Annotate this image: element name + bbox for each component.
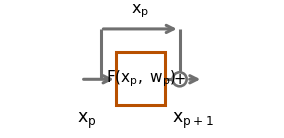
Text: $\mathrm{x_p}$: $\mathrm{x_p}$ [131,2,149,20]
FancyBboxPatch shape [116,52,165,105]
Text: $\mathrm{x_p}$: $\mathrm{x_p}$ [78,111,97,131]
Text: $\mathrm{F(x_p,\ w_p)}$: $\mathrm{F(x_p,\ w_p)}$ [106,68,176,89]
Circle shape [173,72,187,86]
Text: $\mathrm{x_{p+1}}$: $\mathrm{x_{p+1}}$ [172,111,214,131]
Text: $+$: $+$ [173,72,186,87]
